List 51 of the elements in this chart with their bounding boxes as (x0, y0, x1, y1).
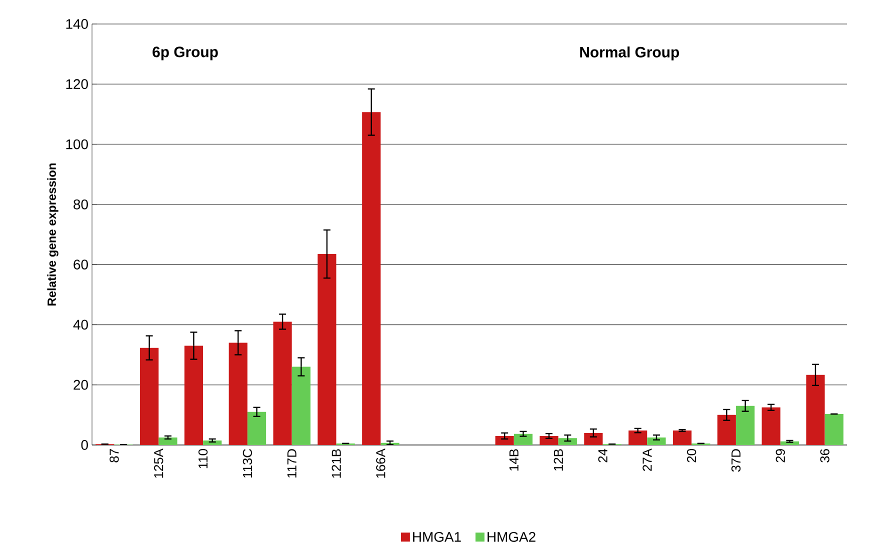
bar (558, 438, 577, 445)
bar (228, 342, 248, 445)
x-tick-label: 14B (509, 449, 518, 471)
bar (584, 432, 603, 445)
bar (717, 414, 736, 445)
x-tick-label: 37D (731, 449, 741, 472)
x-tick-label: 36 (820, 449, 830, 462)
y-axis-title: Relative gene expression (47, 163, 58, 306)
x-tick-label: 20 (686, 449, 696, 462)
x-tick-label: 121B (332, 449, 341, 478)
bar (362, 112, 381, 445)
bar (736, 406, 755, 445)
x-tick-label: 87 (110, 449, 119, 462)
bar (247, 412, 266, 445)
bar (495, 436, 514, 445)
bar (806, 374, 825, 445)
annotation: 6p Group (152, 46, 218, 60)
bar (140, 348, 159, 445)
y-tick-label: 100 (66, 139, 88, 150)
x-tick-label: 27A (642, 448, 652, 471)
y-tick-label: 20 (74, 380, 88, 390)
x-tick-label: 29 (776, 449, 785, 462)
legend-label: HMGA1 (413, 532, 461, 542)
legend-label: HMGA2 (488, 532, 536, 542)
x-tick-label: 166A (376, 448, 386, 478)
bar (628, 430, 648, 445)
bar (273, 322, 292, 445)
y-tick-label: 40 (73, 320, 88, 330)
bar (762, 407, 780, 445)
y-tick-label: 80 (74, 199, 88, 210)
x-tick-label: 24 (598, 448, 608, 462)
annotation: Normal Group (580, 46, 679, 60)
bar (540, 436, 558, 445)
x-tick-label: 110 (198, 449, 208, 468)
bar (514, 434, 533, 445)
bar (203, 440, 222, 445)
x-tick-label: 113C (242, 449, 252, 478)
y-tick-label: 60 (74, 260, 88, 270)
y-tick-label: 120 (66, 79, 88, 90)
x-tick-label: 12B (554, 449, 563, 471)
bar (824, 414, 844, 445)
x-tick-label: 125A (154, 448, 164, 478)
bar (318, 254, 336, 445)
y-tick-label: 140 (66, 19, 88, 29)
x-tick-label: 117D (287, 449, 296, 478)
y-tick-label: 0 (81, 440, 88, 450)
bar (184, 346, 204, 445)
bar (672, 430, 692, 445)
bar (158, 437, 178, 445)
bar (292, 366, 310, 445)
bar (647, 437, 666, 445)
